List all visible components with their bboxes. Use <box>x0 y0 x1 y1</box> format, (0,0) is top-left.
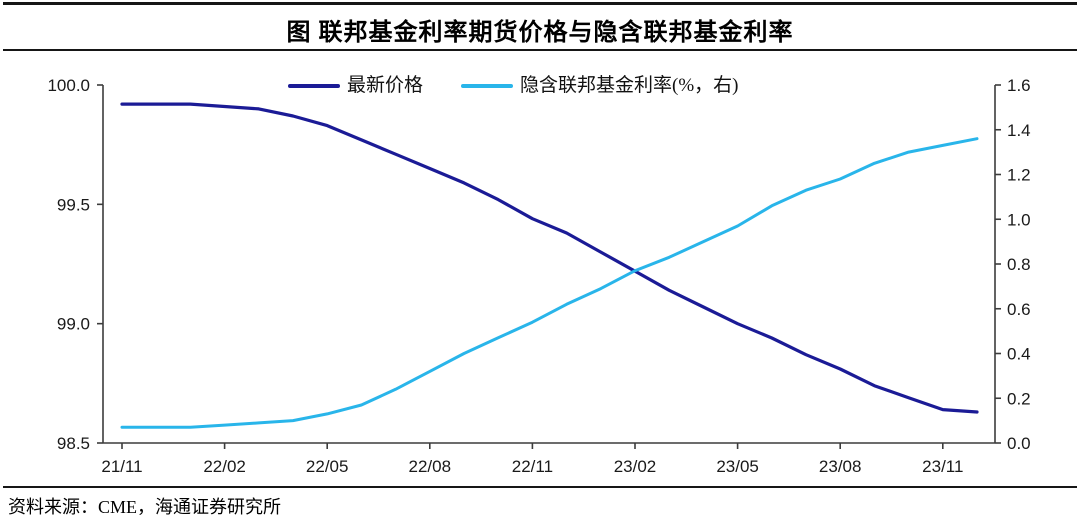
price-line-swatch <box>288 83 340 88</box>
source-note: 资料来源：CME，海通证券研究所 <box>8 497 282 517</box>
x-tick-label: 23/02 <box>614 457 657 476</box>
rate-line-swatch <box>461 83 514 88</box>
right-tick-label: 1.2 <box>1007 166 1031 185</box>
rate-line <box>120 137 979 429</box>
price-line <box>120 102 979 414</box>
chart-canvas: 100.0 99.5 99.0 98.5 1.6 1.4 1.2 1.0 0.8 0.6 0.4 0.… <box>47 76 1031 476</box>
x-tick-label: 23/11 <box>922 457 963 476</box>
right-tick-label: 0.2 <box>1007 389 1031 408</box>
title-divider <box>3 49 1077 51</box>
legend-item-price: 最新价格 <box>288 76 423 95</box>
x-tick-label: 23/08 <box>819 457 862 476</box>
chart-area: 100.0 99.5 99.0 98.5 1.6 1.4 1.2 1.0 0.8 0.6 0.4 0.… <box>0 52 1080 486</box>
legend: 最新价格 隐含联邦基金利率(%，右) <box>288 76 739 95</box>
footer-divider <box>3 486 1077 488</box>
legend-label-rate: 隐含联邦基金利率(%，右) <box>520 75 739 96</box>
x-tick-label: 23/05 <box>716 457 759 476</box>
x-tick-label: 22/11 <box>512 457 553 476</box>
right-tick-label: 0.6 <box>1007 300 1031 319</box>
x-tick-label: 21/11 <box>101 457 142 476</box>
right-tick-label: 1.6 <box>1007 76 1031 95</box>
right-tick-label: 0.0 <box>1007 434 1031 453</box>
right-tick-label: 0.4 <box>1007 345 1031 364</box>
x-tick-label: 22/05 <box>306 457 349 476</box>
chart-title: 图 联邦基金利率期货价格与隐含联邦基金利率 <box>286 20 794 46</box>
top-rule <box>3 2 1077 5</box>
right-tick-label: 0.8 <box>1007 255 1031 274</box>
left-tick-label: 99.0 <box>57 315 90 334</box>
legend-item-rate: 隐含联邦基金利率(%，右) <box>461 75 739 96</box>
left-tick-label: 99.5 <box>57 195 90 214</box>
right-tick-label: 1.4 <box>1007 121 1031 140</box>
x-tick-label: 22/02 <box>203 457 246 476</box>
left-tick-label: 100.0 <box>47 76 90 95</box>
legend-label-price: 最新价格 <box>347 75 424 96</box>
left-tick-label: 98.5 <box>57 434 90 453</box>
x-tick-label: 22/08 <box>409 457 452 476</box>
right-tick-label: 1.0 <box>1007 210 1031 229</box>
